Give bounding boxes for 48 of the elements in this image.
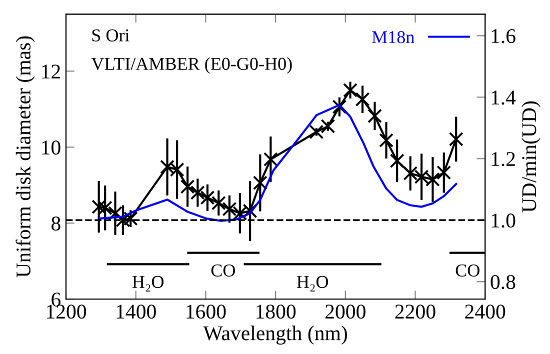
x-tick-label: 1400 [116,304,156,319]
point [390,154,404,168]
y2-tick-label: 1.0 [492,214,516,228]
point [116,212,130,228]
point [180,179,195,194]
y-tick-label: 10 [42,140,60,155]
annotation: H₂O [296,276,328,292]
point [98,200,112,216]
x-tick-label: 2000 [325,304,366,319]
point [309,124,324,140]
y-tick-label: 12 [42,64,60,78]
y2-tick-label: 1.2 [492,152,515,166]
y2-tick-label: 0.8 [490,274,516,290]
x-tick-label: 2400 [465,304,506,319]
point [108,206,122,220]
point [222,202,237,216]
x-tick-label: 2200 [395,304,436,319]
x-tick-label: 1800 [256,304,296,319]
point [92,200,106,214]
point [379,133,394,148]
line-series [98,104,458,222]
annotation: H₂O [132,276,164,292]
annotation: VLTI/AMBER (E0-G0-H0) [91,57,292,74]
x-tick-label: 1200 [47,304,86,319]
annotation: CO [456,264,480,277]
y2-axis-title: UD/min(UD) [522,101,540,212]
point [211,196,226,210]
y2-tick-label: 1.6 [492,29,516,44]
y-tick-label: 8 [52,216,60,231]
point [368,108,382,124]
point [343,82,358,98]
y-axis-title: Uniform disk diameter (mas) [16,36,35,278]
annotation: CO [211,264,235,277]
x-tick-label: 1600 [186,304,226,319]
point [190,186,205,200]
point [263,152,278,167]
point [355,92,370,106]
point [320,119,336,134]
point [200,190,215,205]
y2-tick-label: 1.4 [492,90,516,105]
point [448,132,464,146]
point [436,165,452,180]
x-axis-title: Wavelength (nm) [203,326,347,345]
legend-label: M18n [372,31,414,44]
point [252,176,268,190]
y-tick-label: 6 [52,292,61,307]
annotation: S Ori [92,29,130,42]
point [332,100,347,114]
